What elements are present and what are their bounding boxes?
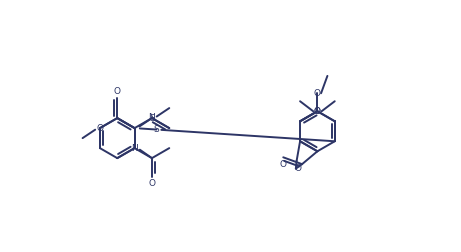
Text: O: O bbox=[314, 107, 321, 116]
Text: O: O bbox=[295, 164, 302, 173]
Text: S: S bbox=[154, 125, 160, 134]
Text: O: O bbox=[314, 107, 321, 116]
Text: O: O bbox=[314, 89, 321, 98]
Text: O: O bbox=[96, 124, 103, 133]
Text: O: O bbox=[280, 160, 287, 169]
Text: O: O bbox=[114, 87, 121, 96]
Text: S: S bbox=[149, 114, 155, 123]
Text: O: O bbox=[148, 179, 155, 188]
Text: N: N bbox=[131, 144, 138, 153]
Text: N: N bbox=[148, 113, 155, 121]
